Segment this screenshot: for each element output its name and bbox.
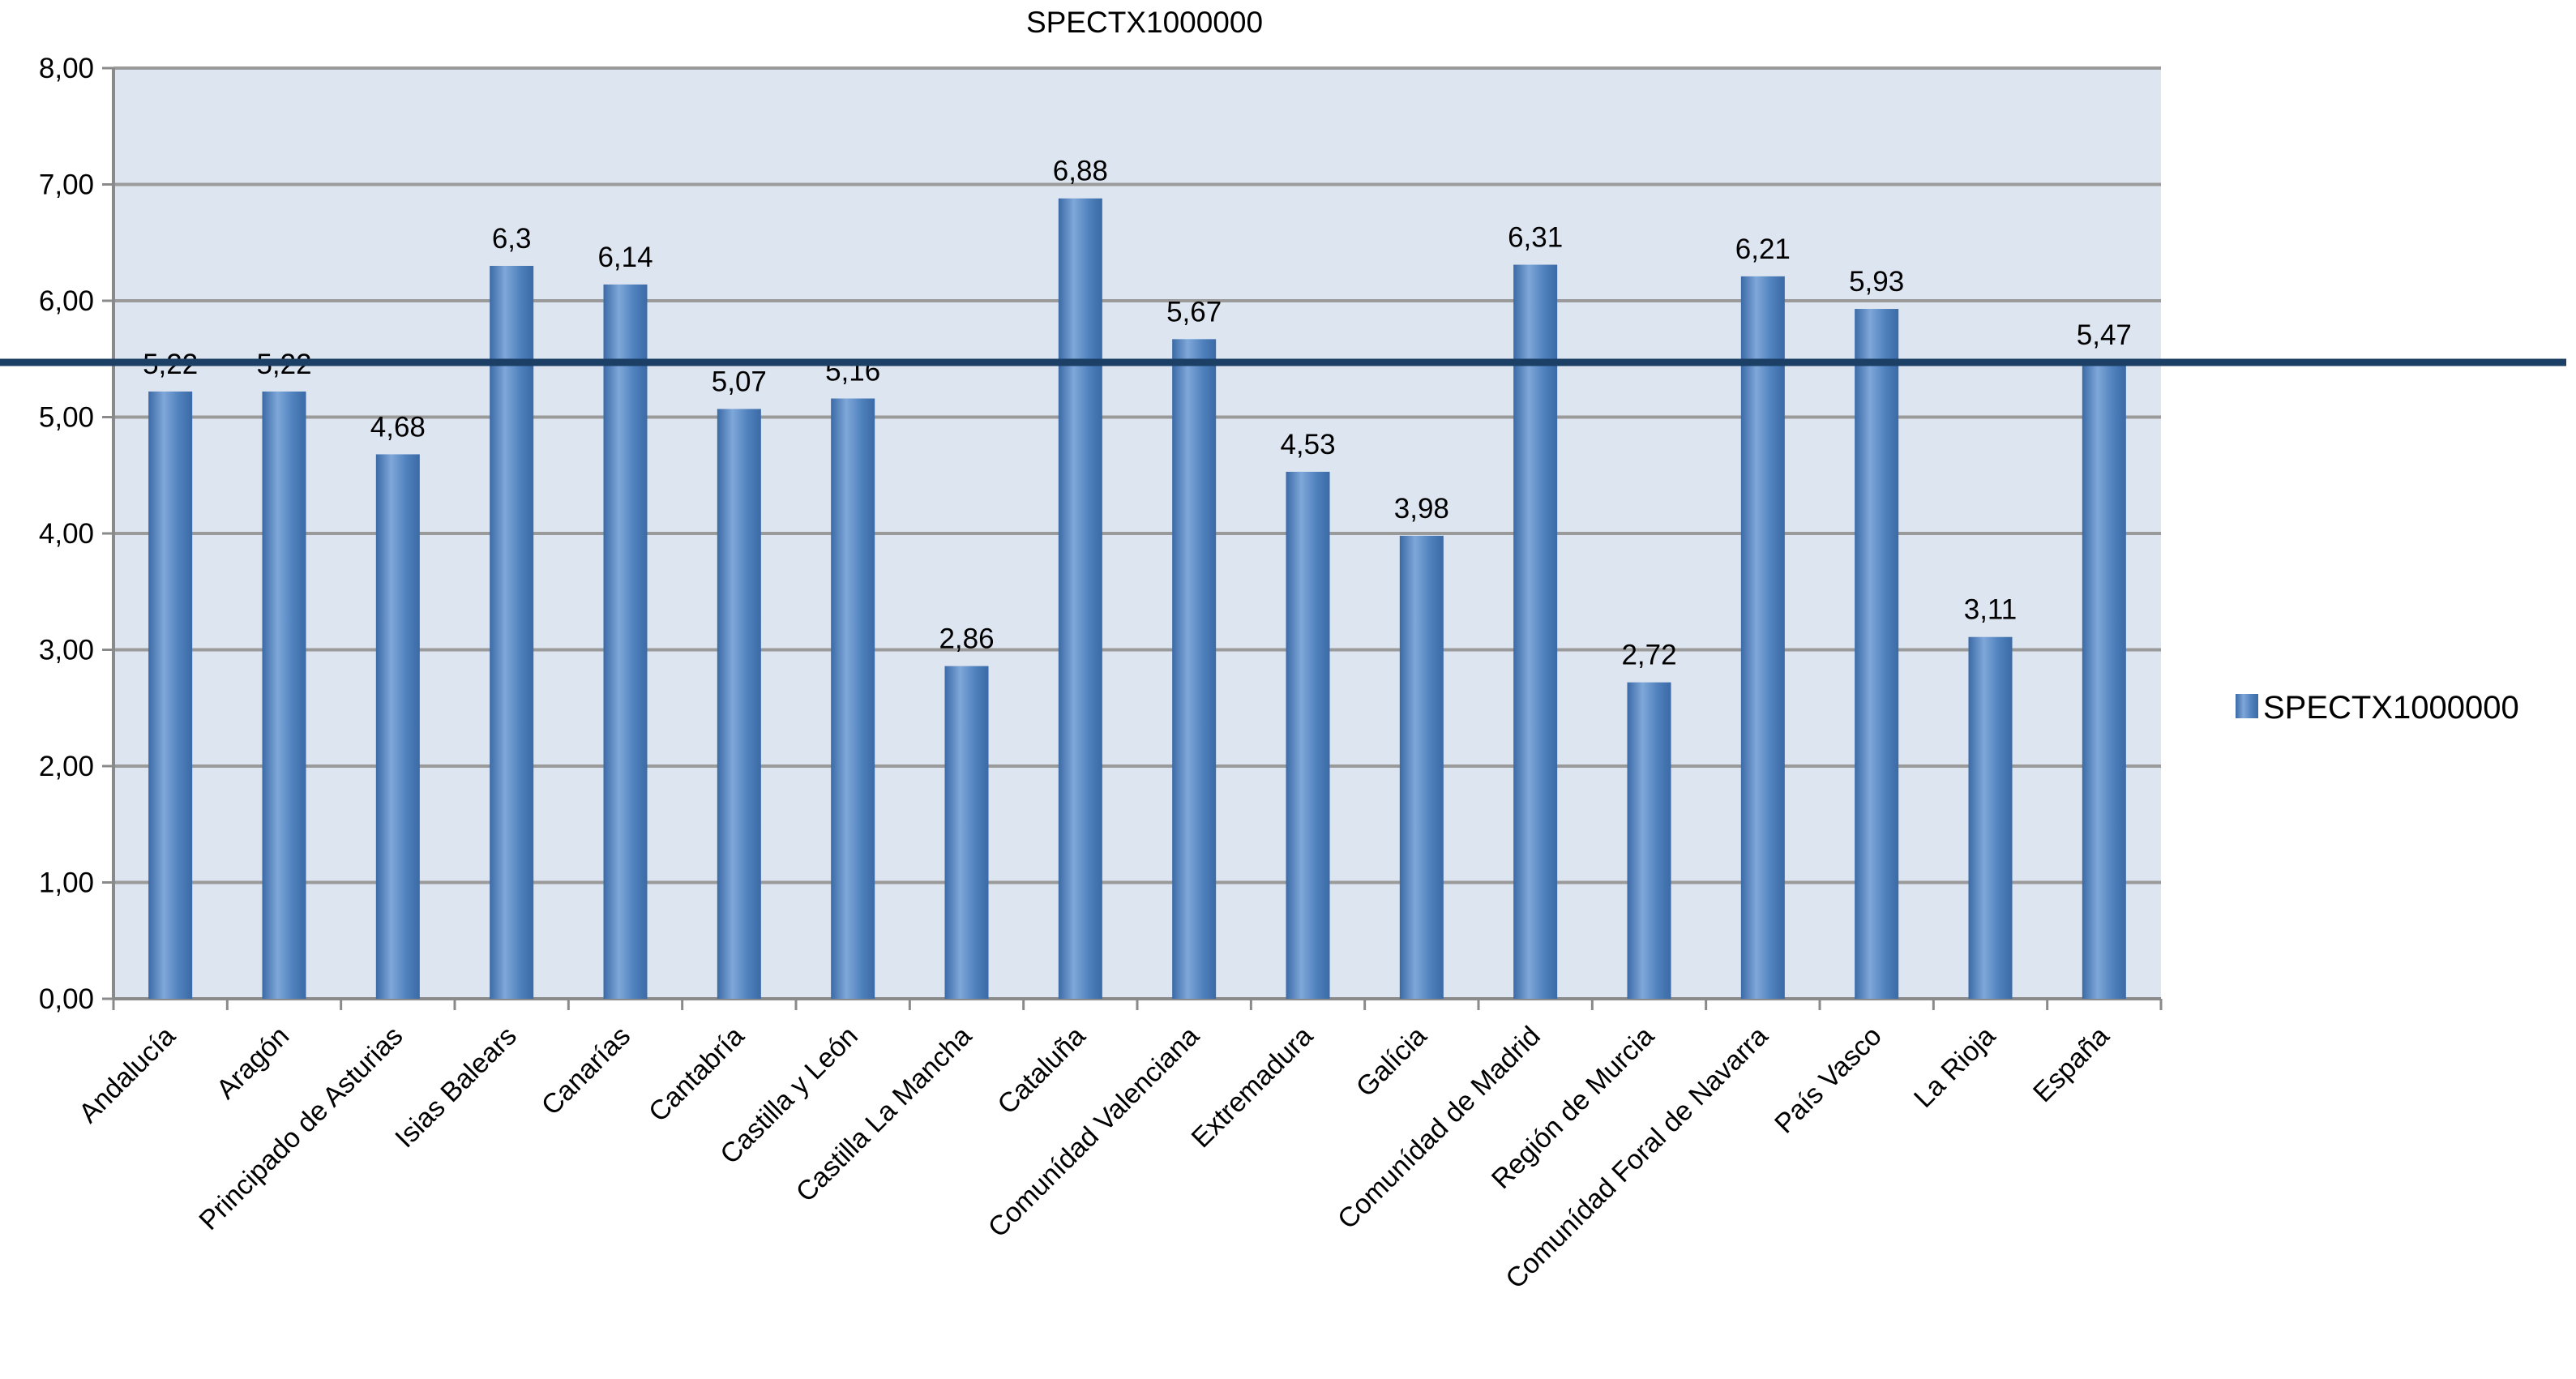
category-label: Cantabría bbox=[643, 1021, 751, 1128]
category-label: Cataluña bbox=[991, 1021, 1091, 1120]
data-label: 2,72 bbox=[1621, 640, 1676, 671]
bar-canarías bbox=[603, 284, 648, 999]
data-label: 5,93 bbox=[1849, 266, 1904, 298]
bar-castilla-y-león bbox=[831, 398, 875, 999]
data-label: 5,67 bbox=[1166, 296, 1222, 328]
category-label: Comunídad de Madrid bbox=[1332, 1021, 1547, 1236]
bar-andalucía bbox=[148, 391, 193, 999]
bar-comunídad-valenciana bbox=[1172, 339, 1217, 1000]
bar-castilla-la-mancha bbox=[944, 666, 989, 999]
category-label: Aragón bbox=[211, 1021, 295, 1105]
data-label: 6,21 bbox=[1735, 233, 1791, 265]
data-label: 5,47 bbox=[2077, 319, 2132, 351]
category-label: Extremadura bbox=[1186, 1021, 1320, 1154]
bar-españa bbox=[2082, 362, 2126, 999]
y-tick-label: 3,00 bbox=[39, 635, 94, 666]
bar-galícia bbox=[1399, 535, 1444, 999]
data-label: 6,88 bbox=[1053, 156, 1108, 187]
bar-país-vasco bbox=[1855, 309, 1899, 999]
category-label: España bbox=[2027, 1021, 2115, 1108]
y-tick-label: 7,00 bbox=[39, 169, 94, 201]
data-label: 3,98 bbox=[1394, 493, 1449, 525]
bar-región-de-murcia bbox=[1627, 682, 1671, 999]
legend-label: SPECTX1000000 bbox=[2263, 690, 2519, 726]
category-label: Galícia bbox=[1350, 1021, 1433, 1103]
y-tick-label: 1,00 bbox=[39, 867, 94, 899]
y-tick-label: 4,00 bbox=[39, 518, 94, 550]
category-label: La Rioja bbox=[1908, 1021, 2001, 1114]
data-label: 6,3 bbox=[492, 223, 532, 255]
bar-cantabría bbox=[717, 409, 761, 1000]
bar-comunídad-foral-de-navarra bbox=[1740, 276, 1785, 999]
data-label: 4,53 bbox=[1280, 429, 1335, 460]
data-label: 5,07 bbox=[712, 366, 767, 397]
category-label: Principado de Asturias bbox=[193, 1021, 409, 1236]
bar-aragón bbox=[262, 391, 306, 999]
category-label: País Vasco bbox=[1769, 1021, 1888, 1140]
bar-isias-balears bbox=[490, 265, 534, 999]
y-tick-label: 2,00 bbox=[39, 751, 94, 782]
data-label: 3,11 bbox=[1964, 594, 2018, 626]
chart-title: SPECTX1000000 bbox=[1026, 6, 1263, 39]
y-tick-label: 5,00 bbox=[39, 402, 94, 434]
y-tick-label: 6,00 bbox=[39, 285, 94, 317]
y-tick-label: 8,00 bbox=[39, 53, 94, 84]
legend-swatch bbox=[2236, 694, 2258, 718]
category-label: Comunídad Valenciana bbox=[982, 1021, 1205, 1244]
bar-comunídad-de-madrid bbox=[1513, 264, 1558, 999]
y-tick-label: 0,00 bbox=[39, 983, 94, 1015]
data-label: 2,86 bbox=[939, 623, 994, 655]
bar-extremadura bbox=[1286, 471, 1330, 999]
data-label: 6,31 bbox=[1508, 222, 1563, 254]
bar-principado-de-asturias bbox=[375, 454, 420, 999]
bar-la-rioja bbox=[1968, 636, 2013, 999]
data-label: 4,68 bbox=[370, 411, 426, 443]
category-label: Canarías bbox=[536, 1021, 636, 1121]
category-label: Andalucía bbox=[73, 1021, 182, 1129]
category-label: Isias Balears bbox=[389, 1021, 523, 1154]
bar-cataluña bbox=[1058, 198, 1102, 1000]
data-label: 6,14 bbox=[597, 242, 653, 273]
